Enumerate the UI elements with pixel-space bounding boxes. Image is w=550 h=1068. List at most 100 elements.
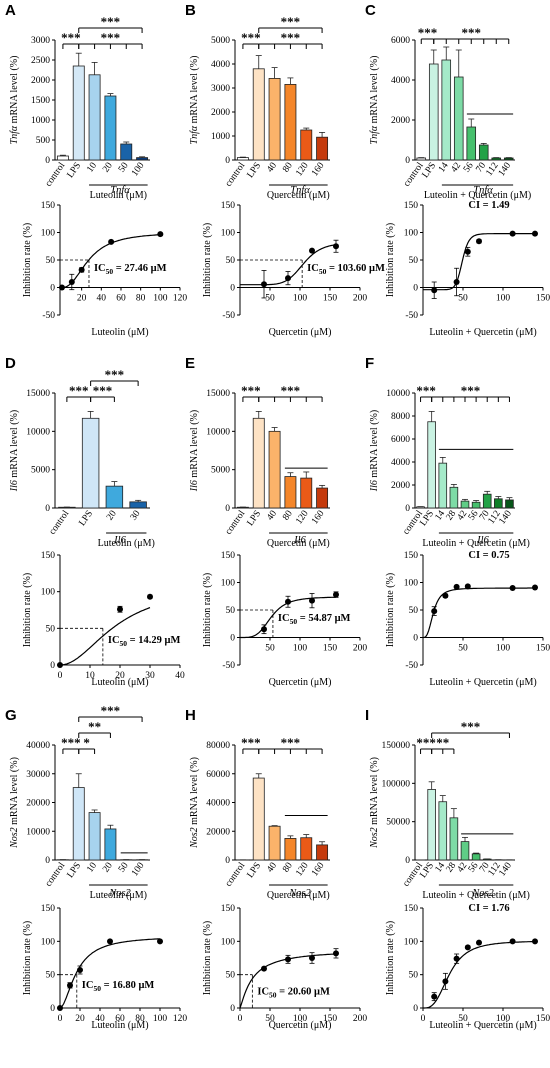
y-tick-label: 2500 — [31, 56, 50, 66]
sig-label: ** — [436, 735, 449, 750]
y-tick-label: 100 — [41, 229, 56, 239]
curve-gene-title: Nos2 — [471, 888, 494, 899]
x-tick-label: 40 — [175, 671, 185, 681]
y-tick-label: 0 — [225, 156, 230, 166]
ylabel-suffix: mRNA level (%) — [369, 757, 380, 827]
ic50-subscript: 50 — [269, 991, 277, 1000]
bar-40 — [268, 78, 281, 161]
x-axis-label: Luteolin + Quercetin (μM) — [429, 1020, 536, 1031]
y-axis-label: Il6 mRNA level (%) — [189, 410, 200, 492]
x-tick-label: LPS — [66, 161, 84, 180]
curve-gene-title: Il6 — [113, 535, 126, 546]
data-point — [285, 956, 291, 963]
y-axis-label: Nos2 mRNA level (%) — [369, 757, 380, 849]
x-tick-label: 50 — [117, 161, 131, 175]
sig-label: *** — [281, 30, 301, 45]
sig-label: *** — [101, 30, 121, 45]
data-point — [261, 626, 267, 633]
y-tick-label: 0 — [50, 1004, 55, 1014]
data-point — [464, 583, 471, 590]
bar-80 — [284, 838, 297, 861]
data-point — [309, 955, 315, 961]
y-tick-label: 0 — [413, 284, 418, 294]
y-axis-label: Inhibition rate (%) — [22, 573, 33, 647]
x-tick-label: 10 — [85, 671, 95, 681]
y-tick-label: 4000 — [211, 60, 230, 70]
y-tick-label: 3000 — [31, 36, 50, 46]
y-tick-label: 50000 — [386, 818, 410, 828]
curve-panel-Fcurve: -50 0 50 100 150 50 100 150 Inhibition rate (%) L… — [385, 535, 550, 688]
bar-panel-H: H 0 20000 40000 60000 80000 Nos2 mRNA level (%… — [185, 707, 330, 901]
x-tick-label: control — [48, 509, 72, 537]
ylabel-suffix: mRNA level (%) — [9, 410, 20, 480]
bar-28 — [449, 817, 459, 861]
bar-42 — [453, 76, 464, 161]
ylabel-suffix: mRNA level (%) — [189, 56, 200, 126]
bar-control — [236, 157, 249, 161]
x-tick-label: 80 — [135, 1014, 145, 1024]
y-tick-label: 0 — [45, 156, 50, 166]
y-tick-label: 40000 — [206, 799, 230, 809]
y-axis-label: Il6 mRNA level (%) — [369, 410, 380, 492]
y-tick-label: 100000 — [382, 779, 411, 789]
curve-gene-title: Nos2 — [108, 888, 131, 899]
sig-label: *** — [101, 14, 121, 29]
y-tick-label: 150 — [404, 904, 419, 914]
y-tick-label: 100 — [41, 588, 56, 598]
data-point — [78, 266, 85, 273]
y-tick-label: 10000 — [386, 389, 410, 399]
bar-LPS — [72, 65, 85, 161]
bar-panel-A: A 0 500 1000 1500 2000 2500 3000 Tnfα mRNA level… — [5, 2, 150, 201]
x-tick-label: 160 — [310, 509, 327, 527]
y-tick-label: 50 — [226, 971, 236, 981]
sig-label: *** — [416, 383, 436, 398]
sig-label: *** — [93, 383, 113, 398]
y-tick-label: 100 — [221, 937, 236, 947]
gene-name: Tnfα — [369, 125, 380, 144]
y-tick-label: 100 — [404, 229, 419, 239]
x-axis-label: Luteolin (μM) — [91, 677, 148, 688]
x-tick-label: 60 — [116, 294, 126, 304]
x-tick-label: 150 — [536, 294, 550, 304]
y-tick-label: -50 — [405, 661, 418, 671]
x-tick-label: 20 — [105, 509, 119, 523]
x-tick-label: 40 — [265, 509, 279, 523]
y-axis-label: Inhibition rate (%) — [385, 921, 396, 995]
x-tick-label: 150 — [536, 644, 550, 654]
ic50-label: IC50 = 16.80 μM — [82, 980, 155, 993]
x-tick-label: 50 — [117, 861, 131, 875]
x-tick-label: LPS — [419, 861, 437, 880]
y-axis-label: Nos2 mRNA level (%) — [9, 757, 20, 849]
y-tick-label: 50 — [409, 256, 419, 266]
x-tick-label: 42 — [450, 161, 464, 175]
data-point — [67, 982, 73, 989]
ic50-label: IC50 = 27.46 μM — [94, 263, 167, 276]
data-point — [509, 938, 516, 945]
y-tick-label: 50 — [226, 606, 236, 616]
ic50-prefix: IC — [307, 263, 319, 274]
bar-panel-G: G 0 10000 20000 30000 40000 Nos2 mRNA level (%… — [5, 703, 150, 901]
bar-42 — [460, 500, 470, 509]
x-tick-label: 10 — [85, 161, 99, 175]
x-tick-label: LPS — [77, 509, 95, 528]
x-tick-label: 50 — [458, 644, 468, 654]
sig-label: *** — [61, 30, 81, 45]
fit-curve — [423, 940, 536, 1009]
bar-LPS — [252, 68, 265, 161]
y-axis-label: Inhibition rate (%) — [202, 223, 213, 297]
y-axis-label: Inhibition rate (%) — [22, 223, 33, 297]
bar-160 — [316, 844, 329, 861]
y-tick-label: 150000 — [382, 741, 411, 751]
panel-letter-H: H — [185, 707, 196, 724]
ic50-subscript: 50 — [290, 617, 298, 626]
data-point — [509, 585, 516, 591]
y-tick-label: 10000 — [26, 827, 50, 837]
x-tick-label: 100 — [496, 1014, 511, 1024]
y-tick-label: 1000 — [211, 132, 230, 142]
data-point — [157, 231, 164, 238]
x-tick-label: 30 — [129, 509, 143, 523]
y-tick-label: 150 — [404, 201, 419, 211]
y-tick-label: 50 — [409, 606, 419, 616]
group-label: Quercetin (μM) — [267, 190, 330, 201]
